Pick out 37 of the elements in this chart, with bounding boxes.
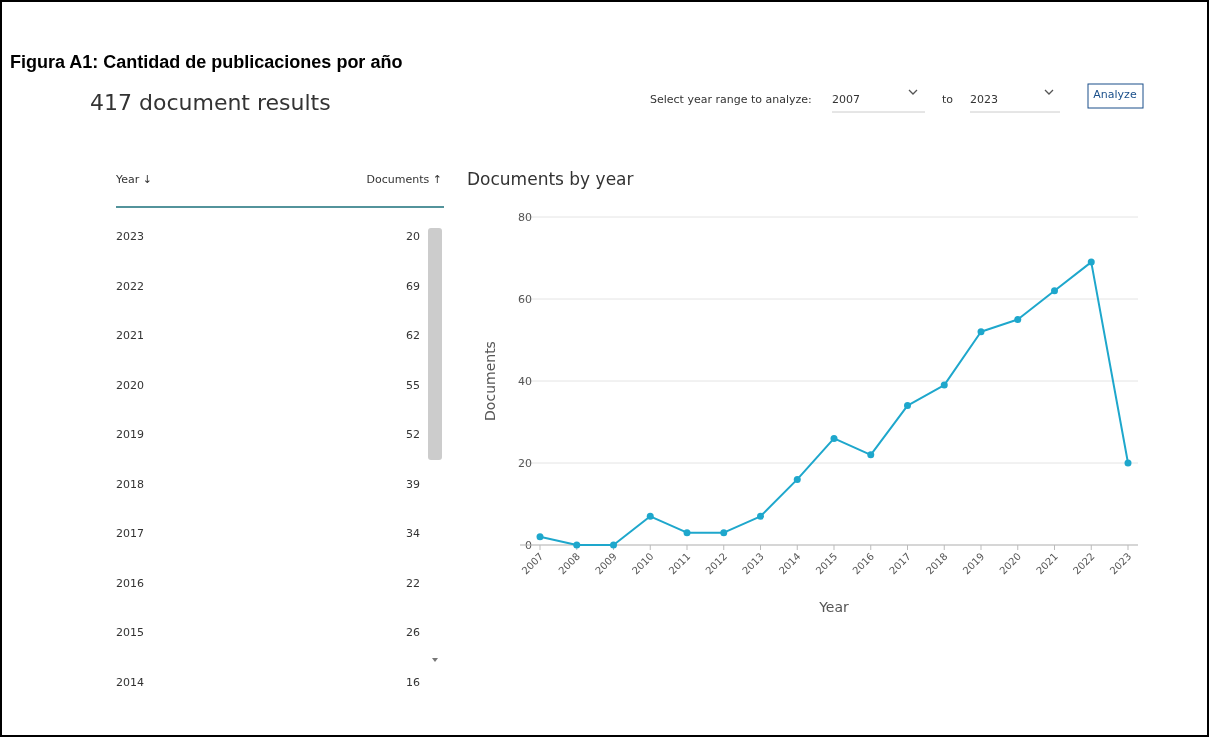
text: to — [942, 93, 954, 106]
category-label: 2014 — [116, 675, 144, 689]
category-label: 2016 — [116, 576, 144, 590]
category-label: 2021 — [116, 329, 144, 342]
category-label: 2022 — [116, 279, 144, 293]
category-label: 2015 — [116, 626, 144, 639]
text: Select year range to analyze: — [650, 93, 812, 106]
x-axis-title: Year — [818, 599, 850, 615]
y-tick-label: 60 — [518, 293, 532, 306]
text: 2007 — [832, 93, 860, 106]
y-tick-label: 0 — [525, 539, 532, 552]
y-tick-label: 80 — [518, 211, 532, 224]
text: 52 — [406, 428, 420, 441]
text: 2023 — [970, 93, 998, 106]
text: 20 — [406, 230, 420, 243]
text: 417 document results — [90, 90, 331, 115]
y-tick-label: 40 — [518, 375, 532, 388]
text: 22 — [406, 576, 420, 590]
y-tick-label: 20 — [518, 457, 532, 470]
text: Figura A1: Cantidad de publicaciones por año — [10, 52, 403, 72]
text: 16 — [406, 675, 420, 689]
category-label: 2020 — [116, 378, 144, 392]
text: Year ↓ — [115, 173, 153, 186]
category-label: 2019 — [116, 428, 144, 441]
chart-subtitle: Documents by year — [467, 169, 634, 189]
category-label: 2023 — [116, 230, 144, 243]
text: 34 — [406, 527, 420, 540]
text: Documents ↑ — [366, 173, 442, 186]
text: 39 — [406, 477, 420, 491]
text: 62 — [406, 329, 420, 342]
y-axis-title: Documents — [482, 341, 498, 421]
text: 55 — [406, 378, 420, 392]
category-label: 2017 — [116, 527, 144, 540]
text: 69 — [406, 279, 420, 293]
text: Analyze — [1093, 88, 1137, 101]
text: 26 — [406, 626, 420, 639]
category-label: 2018 — [116, 477, 144, 491]
